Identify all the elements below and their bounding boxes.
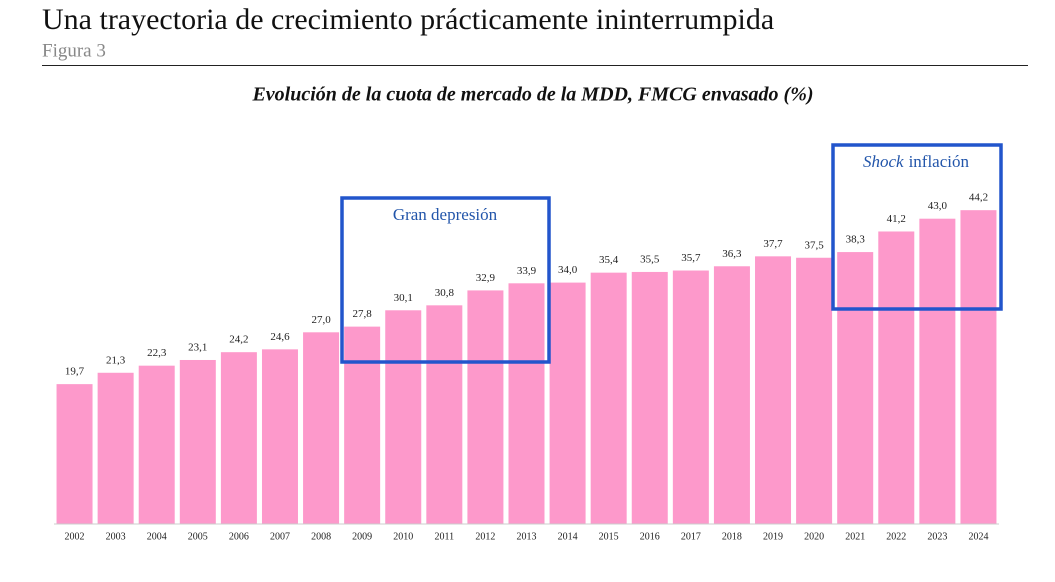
value-label: 19,7: [65, 366, 85, 378]
plot: 19,7 2002 21,3 2003 22,3 2004 23,1 2005 24,2 2006…: [54, 192, 999, 542]
bar: [426, 305, 463, 524]
x-tick-label: 2003: [106, 531, 126, 542]
value-label: 37,7: [763, 238, 783, 250]
annotation: Gran depresión: [393, 205, 498, 224]
value-label: 24,6: [270, 331, 290, 343]
annotation-box: [340, 196, 551, 364]
x-tick-label: 2007: [270, 531, 290, 542]
value-label: 37,5: [804, 239, 824, 251]
x-tick-label: 2017: [681, 531, 701, 542]
x-tick-label: 2005: [188, 531, 208, 542]
x-tick-label: 2010: [393, 531, 413, 542]
annotation: Shock inflación: [863, 152, 970, 171]
bar: [179, 359, 216, 524]
bar: [549, 282, 586, 524]
value-label: 36,3: [722, 248, 742, 260]
bar: [97, 372, 134, 524]
x-tick-label: 2013: [517, 531, 537, 542]
bar: [755, 256, 792, 524]
value-label: 32,9: [476, 272, 496, 284]
bar: [837, 252, 874, 524]
bar: [303, 332, 340, 524]
bar: [960, 210, 997, 524]
bar: [631, 271, 668, 524]
bar: [672, 270, 709, 524]
x-tick-label: 2016: [640, 531, 660, 542]
figure-label: Figura 3: [42, 40, 106, 61]
value-label: 30,1: [394, 292, 413, 304]
x-tick-label: 2023: [927, 531, 947, 542]
x-tick-label: 2020: [804, 531, 824, 542]
value-label: 43,0: [928, 200, 948, 212]
bar: [220, 352, 257, 524]
value-label: 22,3: [147, 347, 167, 359]
x-tick-label: 2008: [311, 531, 331, 542]
x-tick-label: 2015: [599, 531, 619, 542]
value-label: 24,2: [229, 334, 248, 346]
value-label: 33,9: [517, 265, 537, 277]
x-tick-label: 2004: [147, 531, 167, 542]
x-tick-label: 2014: [558, 531, 578, 542]
value-label: 41,2: [887, 213, 906, 225]
x-tick-label: 2006: [229, 531, 249, 542]
value-label: 34,0: [558, 264, 578, 276]
annotation-box: [831, 143, 1003, 311]
bar: [261, 349, 298, 524]
x-tick-label: 2019: [763, 531, 783, 542]
bar: [590, 272, 627, 524]
bar: [796, 257, 833, 524]
bar: [467, 290, 504, 524]
value-label: 35,4: [599, 254, 619, 266]
chart-title: Evolución de la cuota de mercado de la M…: [251, 84, 813, 106]
value-label: 38,3: [846, 234, 866, 246]
bar: [713, 266, 750, 524]
bar: [344, 326, 381, 524]
x-tick-label: 2021: [845, 531, 865, 542]
bar: [385, 310, 422, 524]
value-label: 30,8: [435, 287, 455, 299]
x-tick-label: 2011: [435, 531, 455, 542]
value-label: 21,3: [106, 354, 126, 366]
bar: [56, 384, 93, 524]
annotation-text: inflación: [909, 152, 970, 171]
bar: [919, 218, 956, 524]
x-tick-label: 2012: [475, 531, 495, 542]
value-label: 35,5: [640, 253, 660, 265]
value-label: 44,2: [969, 192, 988, 204]
x-tick-label: 2018: [722, 531, 742, 542]
x-tick-label: 2002: [65, 531, 85, 542]
bar: [878, 231, 915, 525]
bar: [138, 365, 175, 524]
value-label: 23,1: [188, 342, 207, 354]
annotation-italic: Shock: [863, 152, 904, 171]
x-tick-label: 2024: [968, 531, 988, 542]
value-label: 27,8: [353, 308, 373, 320]
x-tick-label: 2022: [886, 531, 906, 542]
x-tick-label: 2009: [352, 531, 372, 542]
page-title: Una trayectoria de crecimiento prácticam…: [42, 3, 774, 36]
value-label: 27,0: [311, 314, 331, 326]
bar: [508, 283, 545, 524]
value-label: 35,7: [681, 252, 701, 264]
